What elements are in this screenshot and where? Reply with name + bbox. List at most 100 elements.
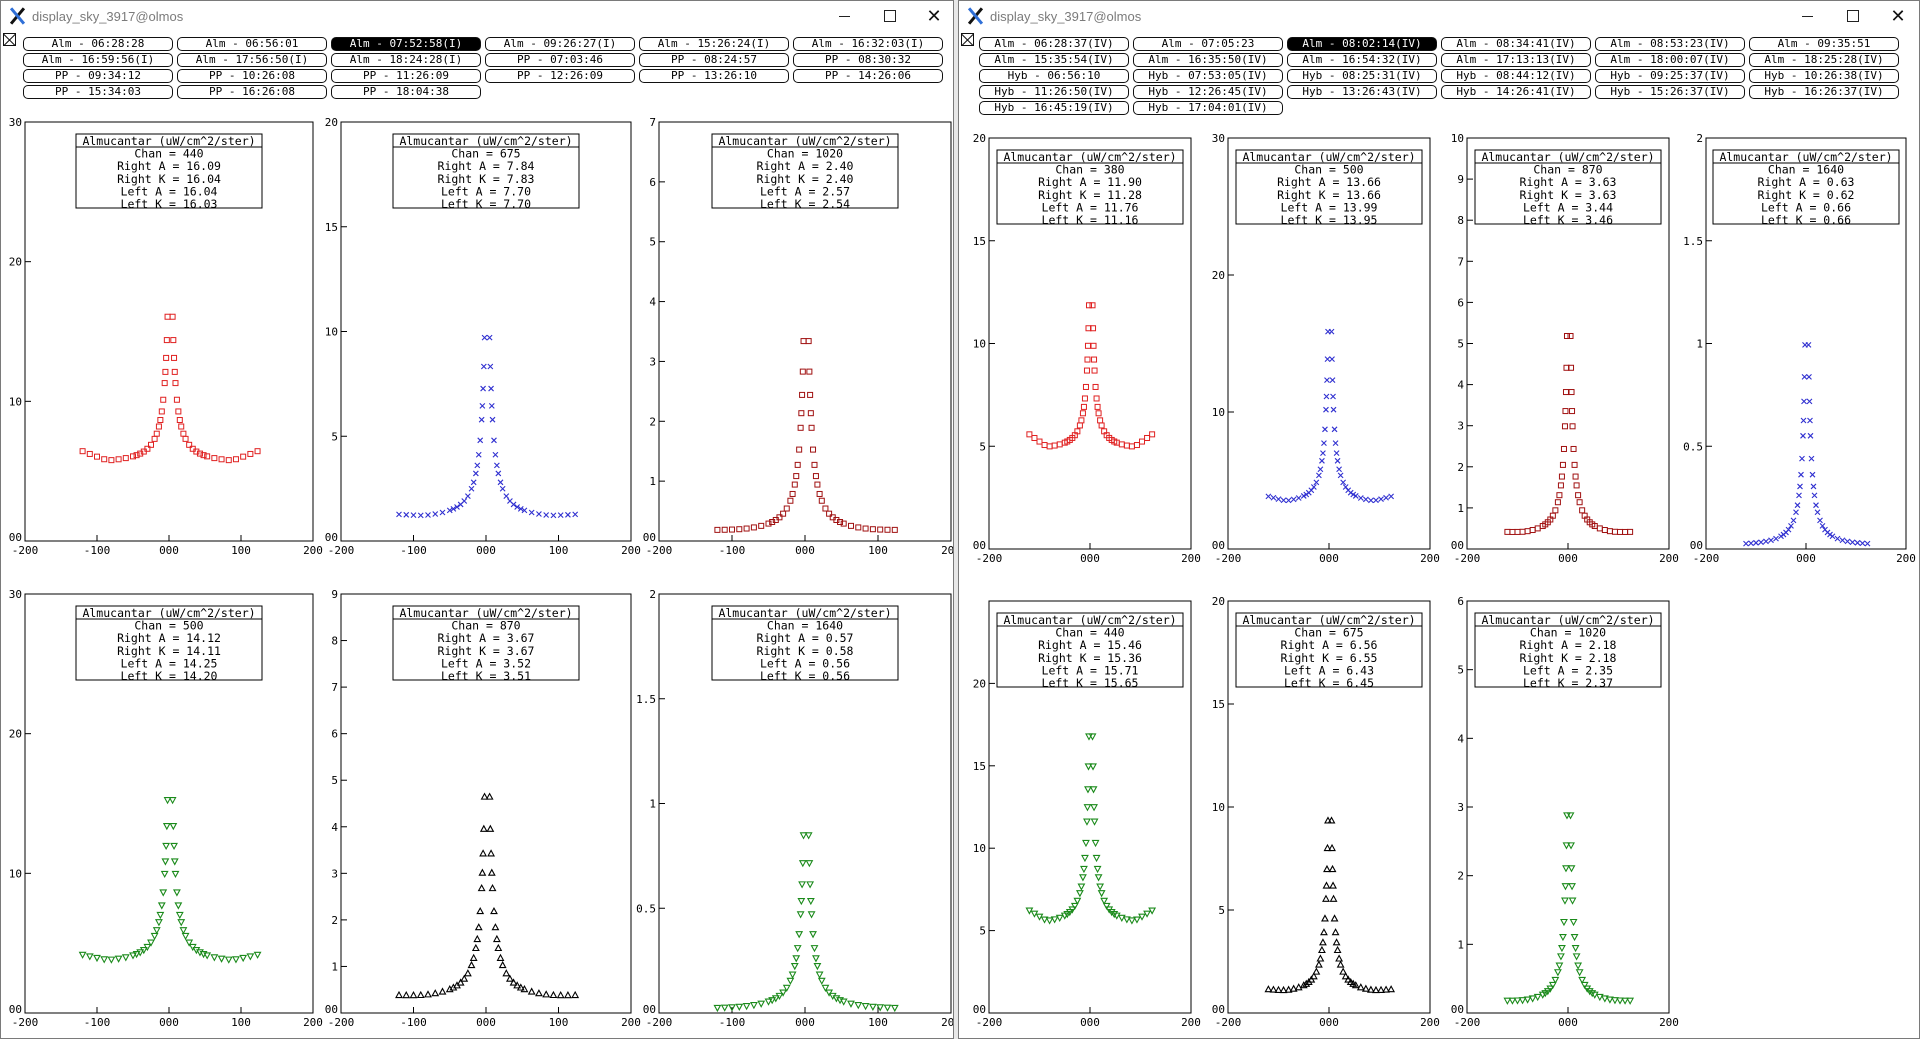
plot-panel-chan-440: 00 5 10 15 20 -200 000 200 Almucantar (uW/cm^2/s… — [973, 600, 1201, 1029]
data-point — [136, 949, 145, 957]
data-point — [203, 952, 212, 960]
data-point — [1055, 914, 1064, 923]
time-button-alm-18-24-28-i[interactable]: Alm - 18:24:28(I) — [331, 53, 481, 67]
right-close-button[interactable]: ✕ — [1890, 5, 1906, 27]
info-left-a: Left A = 6.43 — [1284, 663, 1374, 677]
data-point — [728, 1004, 736, 1012]
data-point — [180, 430, 187, 437]
data-point — [542, 990, 551, 998]
data-point — [1321, 914, 1329, 922]
data-point — [1796, 492, 1802, 499]
time-button-pp-07-03-46[interactable]: PP - 07:03:46 — [485, 53, 635, 67]
time-button-alm-06-56-01[interactable]: Alm - 06:56:01 — [177, 37, 327, 51]
left-dismiss-icon[interactable] — [3, 33, 16, 46]
time-button-pp-09-34-12[interactable]: PP - 09:34:12 — [23, 69, 173, 83]
time-button-alm-17-56-50-i[interactable]: Alm - 17:56:50(I) — [177, 53, 327, 67]
data-point — [151, 435, 158, 442]
y-tick-label: 3 — [649, 355, 656, 368]
time-button-pp-10-26-08[interactable]: PP - 10:26:08 — [177, 69, 327, 83]
left-window-titlebar[interactable]: display_sky_3917@olmos ✕ — [1, 1, 953, 31]
y-tick-label: 10 — [1212, 801, 1225, 814]
time-button-pp-12-26-09[interactable]: PP - 12:26:09 — [485, 69, 635, 83]
time-button-pp-13-26-10[interactable]: PP - 13:26:10 — [639, 69, 789, 83]
right-window-titlebar[interactable]: display_sky_3917@olmos ✕ — [959, 1, 1919, 31]
info-left-a: Left A = 14.25 — [121, 656, 218, 670]
time-button-hyb-13-26-43-iv[interactable]: Hyb - 13:26:43(IV) — [1287, 85, 1437, 99]
time-button-alm-09-35-51[interactable]: Alm - 09:35:51 — [1749, 37, 1899, 51]
data-point — [1572, 953, 1581, 961]
time-button-hyb-15-26-37-iv[interactable]: Hyb - 15:26:37(IV) — [1595, 85, 1745, 99]
time-button-hyb-16-45-19-iv[interactable]: Hyb - 16:45:19(IV) — [979, 101, 1129, 115]
time-button-alm-07-05-23[interactable]: Alm - 07:05:23 — [1133, 37, 1283, 51]
data-point — [1085, 302, 1092, 309]
time-button-alm-08-02-14-iv[interactable]: Alm - 08:02:14(IV) — [1287, 37, 1437, 51]
time-button-pp-16-26-08[interactable]: PP - 16:26:08 — [177, 85, 327, 99]
time-button-pp-11-26-09[interactable]: PP - 11:26:09 — [331, 69, 481, 83]
time-button-pp-08-30-32[interactable]: PP - 08:30:32 — [793, 53, 943, 67]
time-button-pp-08-24-57[interactable]: PP - 08:24:57 — [639, 53, 789, 67]
plot-panel-chan-1640: 00 0.5 1 1.5 2 -200 000 200 Almucantar (uW/cm^2/… — [1683, 132, 1916, 565]
data-point — [1560, 918, 1568, 927]
left-close-button[interactable]: ✕ — [926, 5, 942, 27]
y-tick-label: 15 — [1212, 698, 1225, 711]
time-button-alm-15-26-24-i[interactable]: Alm - 15:26:24(I) — [639, 37, 789, 51]
time-button-hyb-07-53-05-iv[interactable]: Hyb - 07:53:05(IV) — [1133, 69, 1283, 83]
data-point — [132, 951, 141, 959]
time-button-alm-18-25-28-iv[interactable]: Alm - 18:25:28(IV) — [1749, 53, 1899, 67]
data-point — [1543, 988, 1552, 996]
info-left-a: Left A = 3.44 — [1523, 200, 1613, 214]
data-point — [163, 354, 170, 361]
data-point — [1041, 442, 1048, 449]
data-point — [162, 842, 171, 851]
time-button-alm-18-00-07-iv[interactable]: Alm - 18:00:07(IV) — [1595, 53, 1745, 67]
time-button-hyb-16-26-37-iv[interactable]: Hyb - 16:26:37(IV) — [1749, 85, 1899, 99]
time-button-alm-06-28-28[interactable]: Alm - 06:28:28 — [23, 37, 173, 51]
data-point — [891, 526, 898, 533]
info-box-frame — [392, 133, 580, 209]
data-point — [186, 441, 193, 448]
data-point — [115, 456, 122, 463]
time-button-alm-16-35-50-iv[interactable]: Alm - 16:35:50(IV) — [1133, 53, 1283, 67]
time-button-alm-07-52-58-i[interactable]: Alm - 07:52:58(I) — [331, 37, 481, 51]
time-button-alm-06-28-37-iv[interactable]: Alm - 06:28:37(IV) — [979, 37, 1129, 51]
right-dismiss-icon[interactable] — [961, 33, 974, 46]
time-button-hyb-06-56-10[interactable]: Hyb - 06:56:10 — [979, 69, 1129, 83]
time-button-pp-15-34-03[interactable]: PP - 15:34:03 — [23, 85, 173, 99]
info-box-frame — [996, 612, 1184, 688]
data-point — [1096, 883, 1105, 891]
data-point — [1065, 909, 1074, 917]
time-button-alm-16-54-32-iv[interactable]: Alm - 16:54:32(IV) — [1287, 53, 1437, 67]
time-button-pp-18-04-38[interactable]: PP - 18:04:38 — [331, 85, 481, 99]
right-window-title: display_sky_3917@olmos — [990, 8, 1142, 24]
data-point — [155, 423, 162, 430]
time-button-pp-14-26-06[interactable]: PP - 14:26:06 — [793, 69, 943, 83]
data-point — [122, 455, 129, 462]
data-point — [156, 911, 165, 920]
time-button-hyb-14-26-41-iv[interactable]: Hyb - 14:26:41(IV) — [1441, 85, 1591, 99]
time-button-alm-16-32-03-i[interactable]: Alm - 16:32:03(I) — [793, 37, 943, 51]
time-button-hyb-08-25-31-iv[interactable]: Hyb - 08:25:31(IV) — [1287, 69, 1437, 83]
time-button-alm-16-59-56-i[interactable]: Alm - 16:59:56(I) — [23, 53, 173, 67]
time-button-hyb-09-25-37-iv[interactable]: Hyb - 09:25:37(IV) — [1595, 69, 1745, 83]
data-point — [1800, 432, 1806, 439]
data-point — [1264, 985, 1273, 993]
info-title: Almucantar (uW/cm^2/ster) — [82, 606, 255, 620]
time-button-alm-09-26-27-i[interactable]: Alm - 09:26:27(I) — [485, 37, 635, 51]
time-button-hyb-12-26-45-iv[interactable]: Hyb - 12:26:45(IV) — [1133, 85, 1283, 99]
data-point — [1089, 763, 1097, 771]
data-point — [1508, 997, 1517, 1005]
time-button-alm-08-34-41-iv[interactable]: Alm - 08:34:41(IV) — [1441, 37, 1591, 51]
time-button-hyb-17-04-01-iv[interactable]: Hyb - 17:04:01(IV) — [1133, 101, 1283, 115]
time-button-alm-17-13-13-iv[interactable]: Alm - 17:13:13(IV) — [1441, 53, 1591, 67]
time-button-hyb-08-44-12-iv[interactable]: Hyb - 08:44:12(IV) — [1441, 69, 1591, 83]
data-point — [1561, 423, 1568, 430]
info-right-a: Right A = 3.67 — [438, 631, 535, 645]
data-point — [1336, 466, 1342, 473]
data-point — [177, 919, 186, 927]
time-button-alm-08-53-23-iv[interactable]: Alm - 08:53:23(IV) — [1595, 37, 1745, 51]
time-button-alm-15-35-54-iv[interactable]: Alm - 15:35:54(IV) — [979, 53, 1129, 67]
time-button-hyb-10-26-38-iv[interactable]: Hyb - 10:26:38(IV) — [1749, 69, 1899, 83]
data-point — [1595, 993, 1604, 1002]
data-point — [812, 473, 819, 480]
time-button-hyb-11-26-50-iv[interactable]: Hyb - 11:26:50(IV) — [979, 85, 1129, 99]
